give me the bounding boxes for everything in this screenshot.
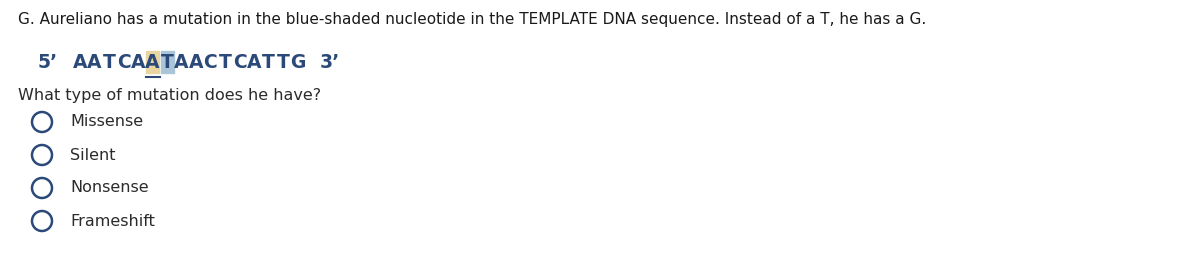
Text: Missense: Missense bbox=[70, 114, 143, 129]
Text: A: A bbox=[188, 53, 203, 72]
Text: Nonsense: Nonsense bbox=[70, 180, 149, 196]
Text: 5’: 5’ bbox=[38, 53, 58, 72]
Text: C: C bbox=[204, 53, 217, 72]
Text: A: A bbox=[145, 53, 160, 72]
Text: A: A bbox=[247, 53, 262, 72]
Text: A: A bbox=[88, 53, 102, 72]
Text: T: T bbox=[262, 53, 275, 72]
Bar bbox=[161, 51, 174, 73]
Text: A: A bbox=[131, 53, 145, 72]
Text: T: T bbox=[161, 53, 174, 72]
Text: C: C bbox=[116, 53, 131, 72]
Text: T: T bbox=[102, 53, 115, 72]
Text: Silent: Silent bbox=[70, 147, 115, 162]
Text: C: C bbox=[233, 53, 246, 72]
Text: G. Aureliano has a mutation in the blue-shaded nucleotide in the TEMPLATE DNA se: G. Aureliano has a mutation in the blue-… bbox=[18, 12, 926, 27]
Text: A: A bbox=[73, 53, 88, 72]
Text: Frameshift: Frameshift bbox=[70, 213, 155, 229]
Text: What type of mutation does he have?: What type of mutation does he have? bbox=[18, 88, 322, 103]
Text: T: T bbox=[218, 53, 232, 72]
Text: G: G bbox=[290, 53, 305, 72]
Bar bbox=[146, 51, 158, 73]
Text: T: T bbox=[276, 53, 289, 72]
Text: 3’: 3’ bbox=[320, 53, 341, 72]
Text: A: A bbox=[174, 53, 188, 72]
